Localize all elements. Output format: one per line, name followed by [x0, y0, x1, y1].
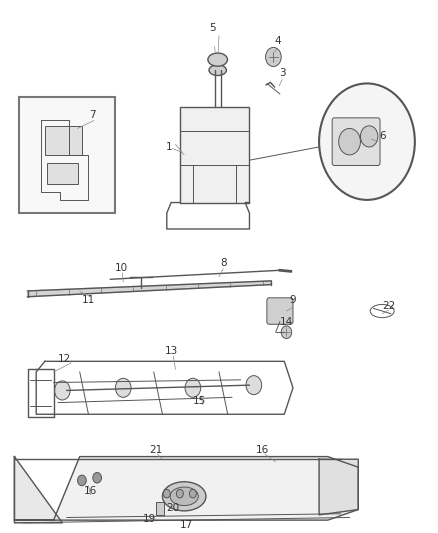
Circle shape [281, 326, 292, 338]
Text: 8: 8 [220, 259, 226, 269]
Ellipse shape [209, 65, 226, 76]
Bar [156, 502, 164, 515]
Text: 6: 6 [379, 131, 385, 141]
Text: 9: 9 [290, 295, 296, 305]
FancyBboxPatch shape [267, 298, 293, 324]
Ellipse shape [162, 482, 206, 511]
Circle shape [163, 489, 170, 498]
Text: 1: 1 [166, 142, 172, 152]
Circle shape [246, 376, 261, 394]
Polygon shape [319, 459, 358, 515]
Text: 12: 12 [58, 354, 71, 364]
Text: 7: 7 [89, 110, 96, 120]
Bar [47, 163, 78, 184]
Text: 16: 16 [84, 486, 97, 496]
Circle shape [78, 475, 86, 486]
Text: 16: 16 [256, 445, 269, 455]
Text: 19: 19 [143, 513, 156, 523]
Circle shape [177, 489, 184, 498]
FancyBboxPatch shape [19, 96, 115, 213]
Circle shape [339, 128, 360, 155]
Text: 21: 21 [149, 445, 162, 455]
Circle shape [319, 84, 415, 200]
Circle shape [54, 381, 70, 400]
Text: 5: 5 [209, 23, 216, 33]
Circle shape [93, 472, 102, 483]
Text: 4: 4 [275, 36, 281, 46]
Text: 22: 22 [382, 301, 396, 311]
FancyBboxPatch shape [180, 107, 250, 203]
Text: 13: 13 [165, 346, 178, 356]
Circle shape [189, 489, 196, 498]
Text: 20: 20 [167, 504, 180, 513]
Text: 17: 17 [180, 520, 193, 530]
Text: 11: 11 [82, 295, 95, 305]
Text: 3: 3 [279, 68, 286, 78]
FancyBboxPatch shape [332, 118, 380, 165]
Polygon shape [14, 457, 62, 523]
Circle shape [265, 47, 281, 67]
Circle shape [185, 378, 201, 397]
Circle shape [116, 378, 131, 397]
Polygon shape [14, 457, 358, 520]
Text: 10: 10 [114, 263, 127, 273]
Circle shape [360, 126, 378, 147]
Bar [45, 126, 82, 155]
Ellipse shape [170, 487, 198, 506]
Text: 14: 14 [280, 317, 293, 327]
Text: 15: 15 [193, 396, 206, 406]
Ellipse shape [208, 53, 227, 66]
Polygon shape [28, 281, 271, 297]
